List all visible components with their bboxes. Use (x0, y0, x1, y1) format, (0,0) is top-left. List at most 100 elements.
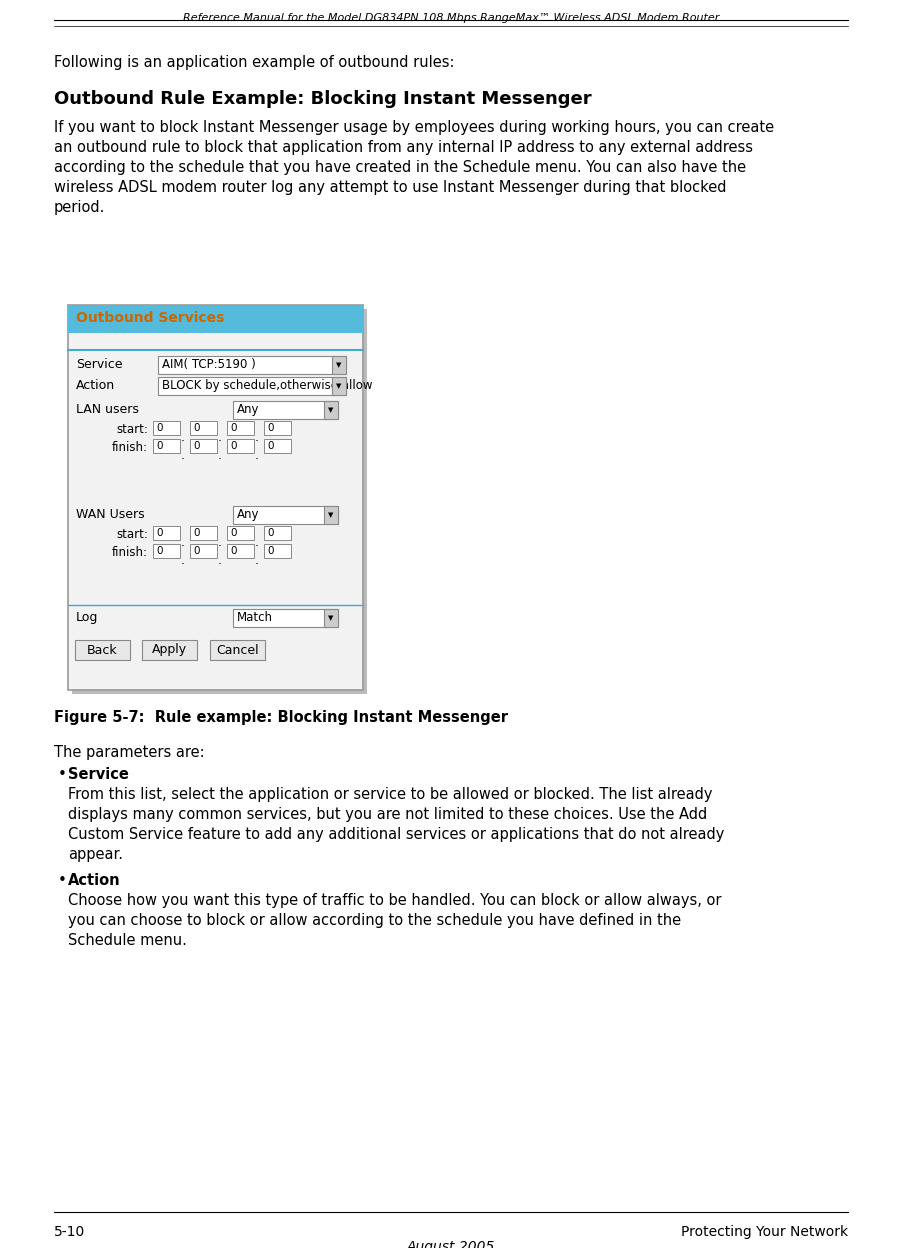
FancyBboxPatch shape (264, 439, 291, 453)
Text: Service: Service (76, 358, 123, 371)
Text: Outbound Services: Outbound Services (76, 311, 225, 324)
Text: you can choose to block or allow according to the schedule you have defined in t: you can choose to block or allow accordi… (68, 914, 681, 929)
Text: •: • (58, 874, 67, 889)
Text: .: . (181, 431, 185, 444)
Text: 0: 0 (193, 547, 199, 557)
Text: Choose how you want this type of traffic to be handled. You can block or allow a: Choose how you want this type of traffic… (68, 894, 722, 909)
Text: 0: 0 (230, 441, 236, 451)
FancyBboxPatch shape (158, 356, 346, 374)
FancyBboxPatch shape (227, 525, 254, 540)
Text: finish:: finish: (112, 441, 148, 454)
Text: finish:: finish: (112, 547, 148, 559)
FancyBboxPatch shape (158, 377, 346, 396)
FancyBboxPatch shape (264, 525, 291, 540)
Text: 0: 0 (156, 547, 162, 557)
Text: period.: period. (54, 200, 106, 215)
Text: .: . (218, 554, 222, 567)
FancyBboxPatch shape (332, 356, 346, 374)
Text: .: . (255, 535, 259, 549)
Text: 0: 0 (193, 423, 199, 433)
FancyBboxPatch shape (190, 544, 217, 558)
Text: August 2005: August 2005 (407, 1241, 495, 1248)
Text: From this list, select the application or service to be allowed or blocked. The : From this list, select the application o… (68, 787, 713, 802)
FancyBboxPatch shape (332, 377, 346, 396)
FancyBboxPatch shape (227, 544, 254, 558)
Text: 0: 0 (267, 423, 273, 433)
Text: .: . (255, 449, 259, 462)
Text: 0: 0 (267, 441, 273, 451)
Text: Match: Match (237, 612, 273, 624)
Text: AIM( TCP:5190 ): AIM( TCP:5190 ) (162, 358, 256, 371)
Text: Any: Any (237, 508, 260, 520)
Text: according to the schedule that you have created in the Schedule menu. You can al: according to the schedule that you have … (54, 160, 746, 175)
Text: wireless ADSL modem router log any attempt to use Instant Messenger during that : wireless ADSL modem router log any attem… (54, 180, 726, 195)
Text: 0: 0 (193, 528, 199, 538)
Text: Action: Action (68, 874, 121, 889)
Text: Outbound Rule Example: Blocking Instant Messenger: Outbound Rule Example: Blocking Instant … (54, 90, 592, 109)
Text: ▼: ▼ (336, 383, 342, 389)
Text: Protecting Your Network: Protecting Your Network (681, 1226, 848, 1239)
FancyBboxPatch shape (190, 525, 217, 540)
Text: start:: start: (116, 528, 148, 540)
Text: 0: 0 (267, 547, 273, 557)
Text: .: . (218, 535, 222, 549)
Text: Schedule menu.: Schedule menu. (68, 934, 187, 948)
FancyBboxPatch shape (233, 505, 338, 524)
FancyBboxPatch shape (153, 439, 180, 453)
Text: displays many common services, but you are not limited to these choices. Use the: displays many common services, but you a… (68, 807, 707, 822)
FancyBboxPatch shape (227, 421, 254, 436)
Text: 5-10: 5-10 (54, 1226, 86, 1239)
FancyBboxPatch shape (68, 305, 363, 690)
Text: ▼: ▼ (328, 407, 334, 413)
FancyBboxPatch shape (233, 401, 338, 419)
Text: Figure 5-7:  Rule example: Blocking Instant Messenger: Figure 5-7: Rule example: Blocking Insta… (54, 710, 508, 725)
Text: Any: Any (237, 403, 260, 416)
Text: 0: 0 (230, 528, 236, 538)
FancyBboxPatch shape (264, 421, 291, 436)
Text: .: . (255, 554, 259, 567)
Text: Back: Back (87, 644, 118, 656)
Text: 0: 0 (193, 441, 199, 451)
FancyBboxPatch shape (153, 525, 180, 540)
Text: 0: 0 (156, 423, 162, 433)
Text: Reference Manual for the Model DG834PN 108 Mbps RangeMax™ Wireless ADSL Modem Ro: Reference Manual for the Model DG834PN 1… (183, 12, 719, 22)
Text: start:: start: (116, 423, 148, 436)
Text: .: . (181, 535, 185, 549)
FancyBboxPatch shape (72, 310, 367, 694)
Text: 0: 0 (230, 547, 236, 557)
Text: BLOCK by schedule,otherwise allow: BLOCK by schedule,otherwise allow (162, 379, 373, 392)
FancyBboxPatch shape (190, 439, 217, 453)
Text: .: . (218, 431, 222, 444)
Text: 0: 0 (156, 528, 162, 538)
FancyBboxPatch shape (227, 439, 254, 453)
Text: The parameters are:: The parameters are: (54, 745, 205, 760)
Text: ▼: ▼ (336, 362, 342, 368)
Text: an outbound rule to block that application from any internal IP address to any e: an outbound rule to block that applicati… (54, 140, 753, 155)
FancyBboxPatch shape (153, 421, 180, 436)
Text: .: . (255, 431, 259, 444)
FancyBboxPatch shape (324, 609, 338, 626)
Text: LAN users: LAN users (76, 403, 139, 416)
Text: Apply: Apply (152, 644, 187, 656)
Text: .: . (181, 449, 185, 462)
Text: Action: Action (76, 379, 115, 392)
FancyBboxPatch shape (324, 505, 338, 524)
Text: •: • (58, 768, 67, 782)
FancyBboxPatch shape (75, 640, 130, 660)
FancyBboxPatch shape (324, 401, 338, 419)
FancyBboxPatch shape (264, 544, 291, 558)
FancyBboxPatch shape (233, 609, 338, 626)
Text: 0: 0 (267, 528, 273, 538)
Text: ▼: ▼ (328, 512, 334, 518)
Text: Cancel: Cancel (216, 644, 259, 656)
Text: WAN Users: WAN Users (76, 508, 144, 520)
Text: Following is an application example of outbound rules:: Following is an application example of o… (54, 55, 455, 70)
Text: appear.: appear. (68, 847, 123, 862)
Text: ▼: ▼ (328, 615, 334, 622)
Text: 0: 0 (230, 423, 236, 433)
Text: Service: Service (68, 768, 129, 782)
Text: If you want to block Instant Messenger usage by employees during working hours, : If you want to block Instant Messenger u… (54, 120, 774, 135)
FancyBboxPatch shape (190, 421, 217, 436)
Text: .: . (218, 449, 222, 462)
Text: Custom Service feature to add any additional services or applications that do no: Custom Service feature to add any additi… (68, 827, 724, 842)
